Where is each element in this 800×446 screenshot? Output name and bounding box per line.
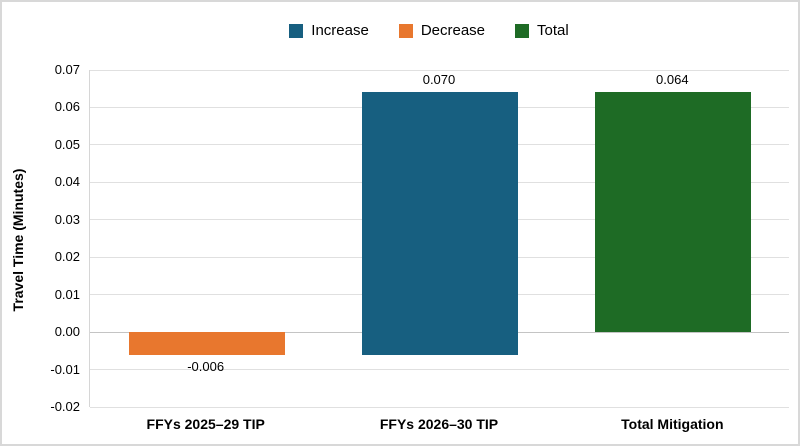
legend-label: Increase: [311, 22, 369, 39]
legend-label: Total: [537, 22, 569, 39]
y-tick-label: 0.04: [54, 174, 80, 190]
legend-swatch-icon: [398, 24, 413, 38]
x-category-label: FFYs 2025–29 TIP: [146, 416, 265, 432]
bar-total: [595, 92, 752, 333]
bar-decrease: [128, 332, 285, 355]
gridline: [90, 69, 789, 71]
bar-value-label: 0.070: [422, 72, 456, 88]
gridline: [90, 369, 789, 371]
x-category-label: Total Mitigation: [621, 416, 724, 432]
plot-area: [89, 69, 789, 408]
y-tick-label: 0.03: [54, 211, 80, 227]
y-tick-label: 0.07: [54, 62, 80, 77]
y-tick-label: -0.02: [50, 399, 80, 414]
x-category-label: FFYs 2026–30 TIP: [379, 416, 499, 432]
legend-swatch-icon: [515, 24, 530, 38]
legend-label: Decrease: [420, 22, 486, 39]
legend-item-total: Total: [515, 22, 569, 40]
y-tick-label: 0.05: [54, 136, 80, 152]
gridline: [90, 406, 789, 408]
bar-value-label: 0.064: [656, 72, 689, 88]
bar-increase: [362, 92, 518, 355]
y-tick-label: 0.01: [54, 286, 80, 302]
y-axis-title: Travel Time (Minutes): [10, 168, 26, 312]
y-tick-label: -0.01: [50, 361, 80, 377]
y-tick-label: 0.02: [54, 249, 80, 265]
legend-item-decrease: Decrease: [398, 22, 486, 40]
bar-value-label: -0.006: [187, 358, 225, 374]
y-tick-label: 0.00: [54, 324, 80, 340]
chart-legend: Increase Decrease Total: [89, 22, 769, 40]
y-tick-label: 0.06: [54, 99, 80, 115]
legend-item-increase: Increase: [289, 22, 369, 40]
legend-swatch-icon: [289, 24, 304, 38]
